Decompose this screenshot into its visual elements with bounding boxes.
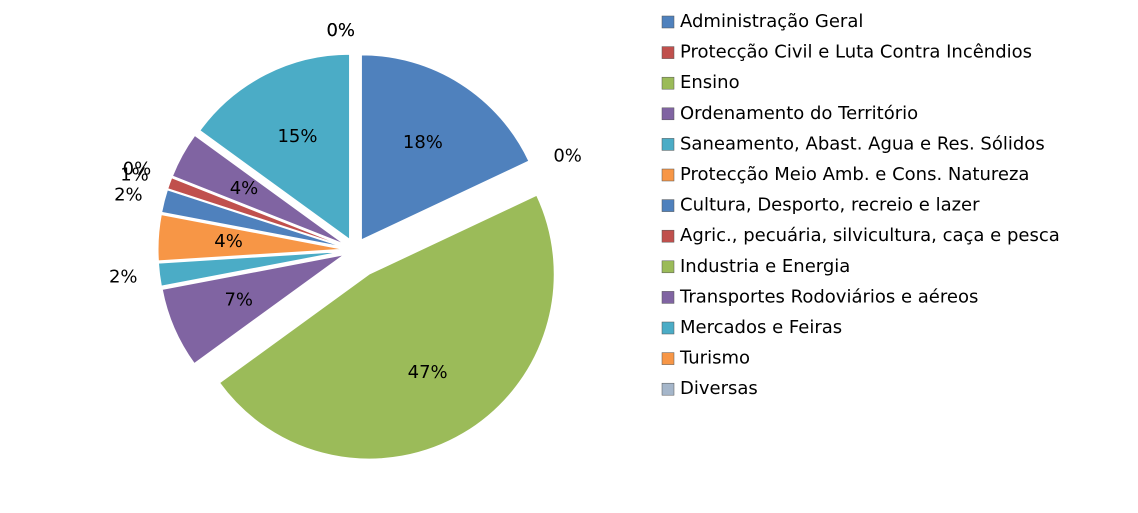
pie-slice	[157, 213, 344, 262]
pie-slice	[218, 194, 555, 460]
pie-slice	[199, 53, 351, 241]
data-label: 2%	[109, 266, 138, 287]
legend-label: Ordenamento do Território	[680, 103, 918, 124]
legend-swatch	[661, 229, 675, 243]
legend-swatch	[661, 321, 675, 335]
data-label: 0%	[553, 146, 582, 167]
legend-swatch	[661, 260, 675, 274]
data-label: 7%	[224, 289, 253, 310]
data-label: 2%	[114, 184, 143, 205]
data-label: 0%	[326, 20, 355, 41]
data-label: 15%	[277, 126, 317, 147]
legend-swatch	[661, 15, 675, 29]
legend-label: Saneamento, Abast. Agua e Res. Sólidos	[680, 133, 1045, 154]
legend-label: Turismo	[679, 348, 750, 369]
data-label: 0%	[326, 20, 355, 41]
pie-slice	[171, 134, 345, 245]
pie-slice	[161, 189, 344, 248]
data-label: 4%	[214, 231, 243, 252]
legend-label: Agric., pecuária, silvicultura, caça e p…	[680, 225, 1060, 246]
data-label: 0%	[123, 158, 152, 179]
legend-label: Administração Geral	[680, 11, 863, 32]
data-label: 1%	[120, 165, 149, 186]
legend-label: Cultura, Desporto, recreio e lazer	[680, 195, 980, 216]
legend-swatch	[661, 138, 675, 151]
data-label: 18%	[403, 132, 443, 153]
legend-swatch	[661, 168, 675, 182]
legend-swatch	[661, 107, 675, 121]
legend-label: Protecção Meio Amb. e Cons. Natureza	[680, 164, 1029, 185]
data-label: 4%	[230, 178, 259, 199]
pie-slice	[161, 254, 345, 365]
pie-slice	[360, 54, 530, 241]
legend-label: Industria e Energia	[680, 256, 850, 277]
legend-label: Ensino	[680, 72, 740, 93]
legend-swatch	[661, 352, 675, 365]
data-label: 47%	[408, 362, 448, 383]
pie-slice	[157, 251, 344, 287]
legend-label: Protecção Civil e Luta Contra Incêndios	[680, 42, 1032, 63]
legend-label: Transportes Rodoviários e aéreos	[679, 286, 978, 307]
legend-swatch	[661, 291, 675, 304]
legend-swatch	[661, 46, 675, 59]
legend-swatch	[661, 199, 675, 212]
legend-swatch	[661, 76, 675, 90]
legend-swatch	[661, 382, 675, 396]
legend-label: Mercados e Feiras	[680, 317, 842, 338]
legend-label: Diversas	[680, 378, 758, 399]
